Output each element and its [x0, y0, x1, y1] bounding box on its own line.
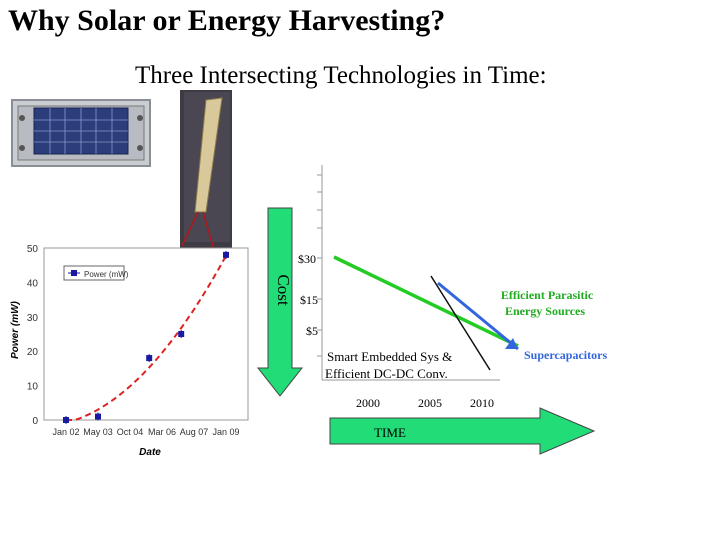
solar-panel-image [11, 99, 151, 167]
chart-y-axis-label: Power (mW) [10, 300, 21, 358]
chart-data-point [146, 355, 153, 362]
chart-data-point [178, 331, 185, 337]
supercapacitor-label: Supercapacitors [524, 348, 607, 362]
year-tick-2000: 2000 [356, 396, 380, 410]
cost-arrow [256, 207, 304, 397]
chart-data-point [63, 417, 69, 423]
chart-x-tick: Aug 07 [180, 427, 209, 437]
cost-axis-label: Cost [274, 274, 293, 305]
chart-x-tick: Jan 09 [212, 427, 239, 437]
chart-y-tick: 10 [27, 382, 39, 393]
chart-x-tick: Oct 04 [117, 427, 144, 437]
chart-data-point [223, 251, 229, 258]
embedded-label-line1: Smart Embedded Sys & [327, 349, 452, 364]
cost-tick-5: $5 [306, 324, 318, 338]
time-axis-label: TIME [374, 425, 406, 440]
supercapacitor-image [180, 90, 232, 251]
embedded-systems-line [430, 275, 491, 371]
cost-tick-30: $30 [298, 252, 316, 266]
trend-line [66, 255, 227, 421]
chart-x-tick: Jan 02 [52, 427, 79, 437]
supercapacitor-arrowhead [505, 338, 518, 349]
cost-tick-15: $15 [300, 293, 318, 307]
chart-x-axis-label: Date [139, 447, 161, 458]
chart-y-tick: 50 [27, 244, 39, 255]
chart-x-tick: Mar 06 [148, 427, 176, 437]
legend-label: Power (mW) [84, 270, 129, 279]
year-tick-2005: 2005 [418, 396, 442, 410]
parasitic-energy-line [333, 255, 519, 348]
chart-y-tick: 0 [32, 416, 38, 427]
parasitic-label-line2: Energy Sources [505, 304, 585, 318]
time-arrow [329, 407, 596, 455]
parasitic-label-line1: Efficient Parasitic [501, 288, 594, 302]
chart-y-tick: 40 [27, 278, 39, 289]
year-tick-2010: 2010 [470, 396, 494, 410]
chart-legend: Power (mW) [63, 265, 129, 281]
slide-subtitle: Three Intersecting Technologies in Time: [135, 62, 547, 89]
chart-y-tick: 20 [27, 347, 39, 358]
embedded-label-line2: Efficient DC-DC Conv. [325, 366, 448, 381]
chart-data-point [95, 413, 101, 420]
chart-y-tick: 30 [27, 313, 39, 324]
power-chart: 0 10 20 30 40 50 Jan 02 May 03 Oct 04 Mar 06 Aug … [10, 244, 249, 458]
chart-x-tick: May 03 [83, 427, 113, 437]
supercapacitor-line [437, 281, 519, 351]
slide-title: Why Solar or Energy Harvesting? [8, 4, 446, 37]
